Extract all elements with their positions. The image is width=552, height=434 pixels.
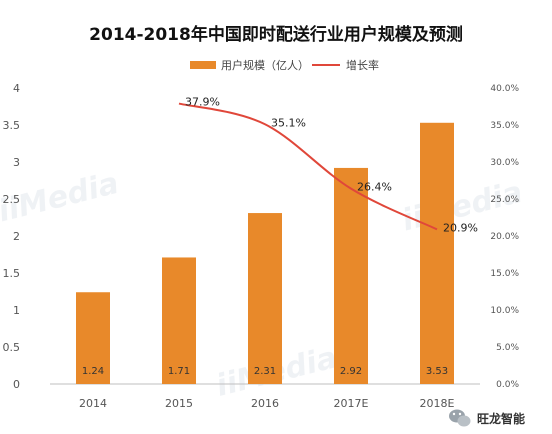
bar (248, 213, 282, 384)
bar-value-label: 1.71 (168, 366, 190, 377)
bar-value-label: 3.53 (426, 366, 448, 377)
bars: 1.24 1.71 2.31 2.92 3.53 (76, 122, 454, 384)
y-tick-label-left: 1 (13, 304, 20, 317)
chart-title: 2014-2018年中国即时配送行业用户规模及预测 (89, 24, 463, 45)
y-tick-label-right: 35.0% (490, 121, 519, 131)
bar (420, 122, 454, 384)
growth-rate-label: 35.1% (271, 116, 306, 129)
legend: 用户规模（亿人） 增长率 (190, 58, 379, 72)
growth-rate-label: 20.9% (443, 221, 478, 234)
x-tick-label: 2016 (251, 397, 279, 410)
y-tick-label-right: 40.0% (490, 84, 519, 94)
y-tick-label-left: 0 (13, 378, 20, 391)
y-tick-label-left: 0.5 (3, 341, 21, 354)
y-tick-label-right: 10.0% (490, 306, 519, 316)
y-tick-label-left: 2 (13, 230, 20, 243)
legend-line-label: 增长率 (346, 58, 379, 72)
bar (162, 257, 196, 384)
brand: 旺龙智能 (449, 409, 525, 427)
y-tick-label-right: 30.0% (490, 158, 519, 168)
bar (334, 167, 368, 384)
y-tick-label-left: 4 (13, 82, 20, 95)
x-tick-label: 2014 (79, 397, 107, 410)
bar-value-label: 2.92 (340, 366, 362, 377)
y-tick-label-right: 25.0% (490, 195, 519, 205)
y-tick-label-left: 1.5 (3, 267, 21, 280)
brand-name: 旺龙智能 (477, 411, 525, 426)
y-tick-label-right: 20.0% (490, 232, 519, 242)
growth-rate-line (178, 102, 438, 231)
bar (76, 292, 110, 384)
legend-bar-swatch (190, 61, 216, 69)
growth-rate-label: 26.4% (357, 181, 392, 194)
y-tick-label-left: 2.5 (3, 193, 21, 206)
y-tick-label-right: 5.0% (496, 343, 519, 353)
axes: 00.511.522.533.540.0%5.0%10.0%15.0%20.0%… (3, 82, 520, 410)
x-tick-label: 2015 (165, 397, 193, 410)
y-tick-label-right: 15.0% (490, 269, 519, 279)
wechat-icon (449, 409, 471, 427)
x-tick-label: 2018E (420, 397, 455, 410)
bar-value-label: 1.24 (82, 366, 104, 377)
y-tick-label-left: 3.5 (3, 119, 21, 132)
growth-rate-label: 37.9% (185, 96, 220, 109)
legend-bar-label: 用户规模（亿人） (221, 58, 309, 72)
y-tick-label-left: 3 (13, 156, 20, 169)
bar-value-label: 2.31 (254, 366, 276, 377)
x-tick-label: 2017E (334, 397, 369, 410)
growth-rate-series: 37.9% 35.1% 26.4% 20.9% (178, 96, 478, 234)
y-tick-label-right: 0.0% (496, 380, 519, 390)
